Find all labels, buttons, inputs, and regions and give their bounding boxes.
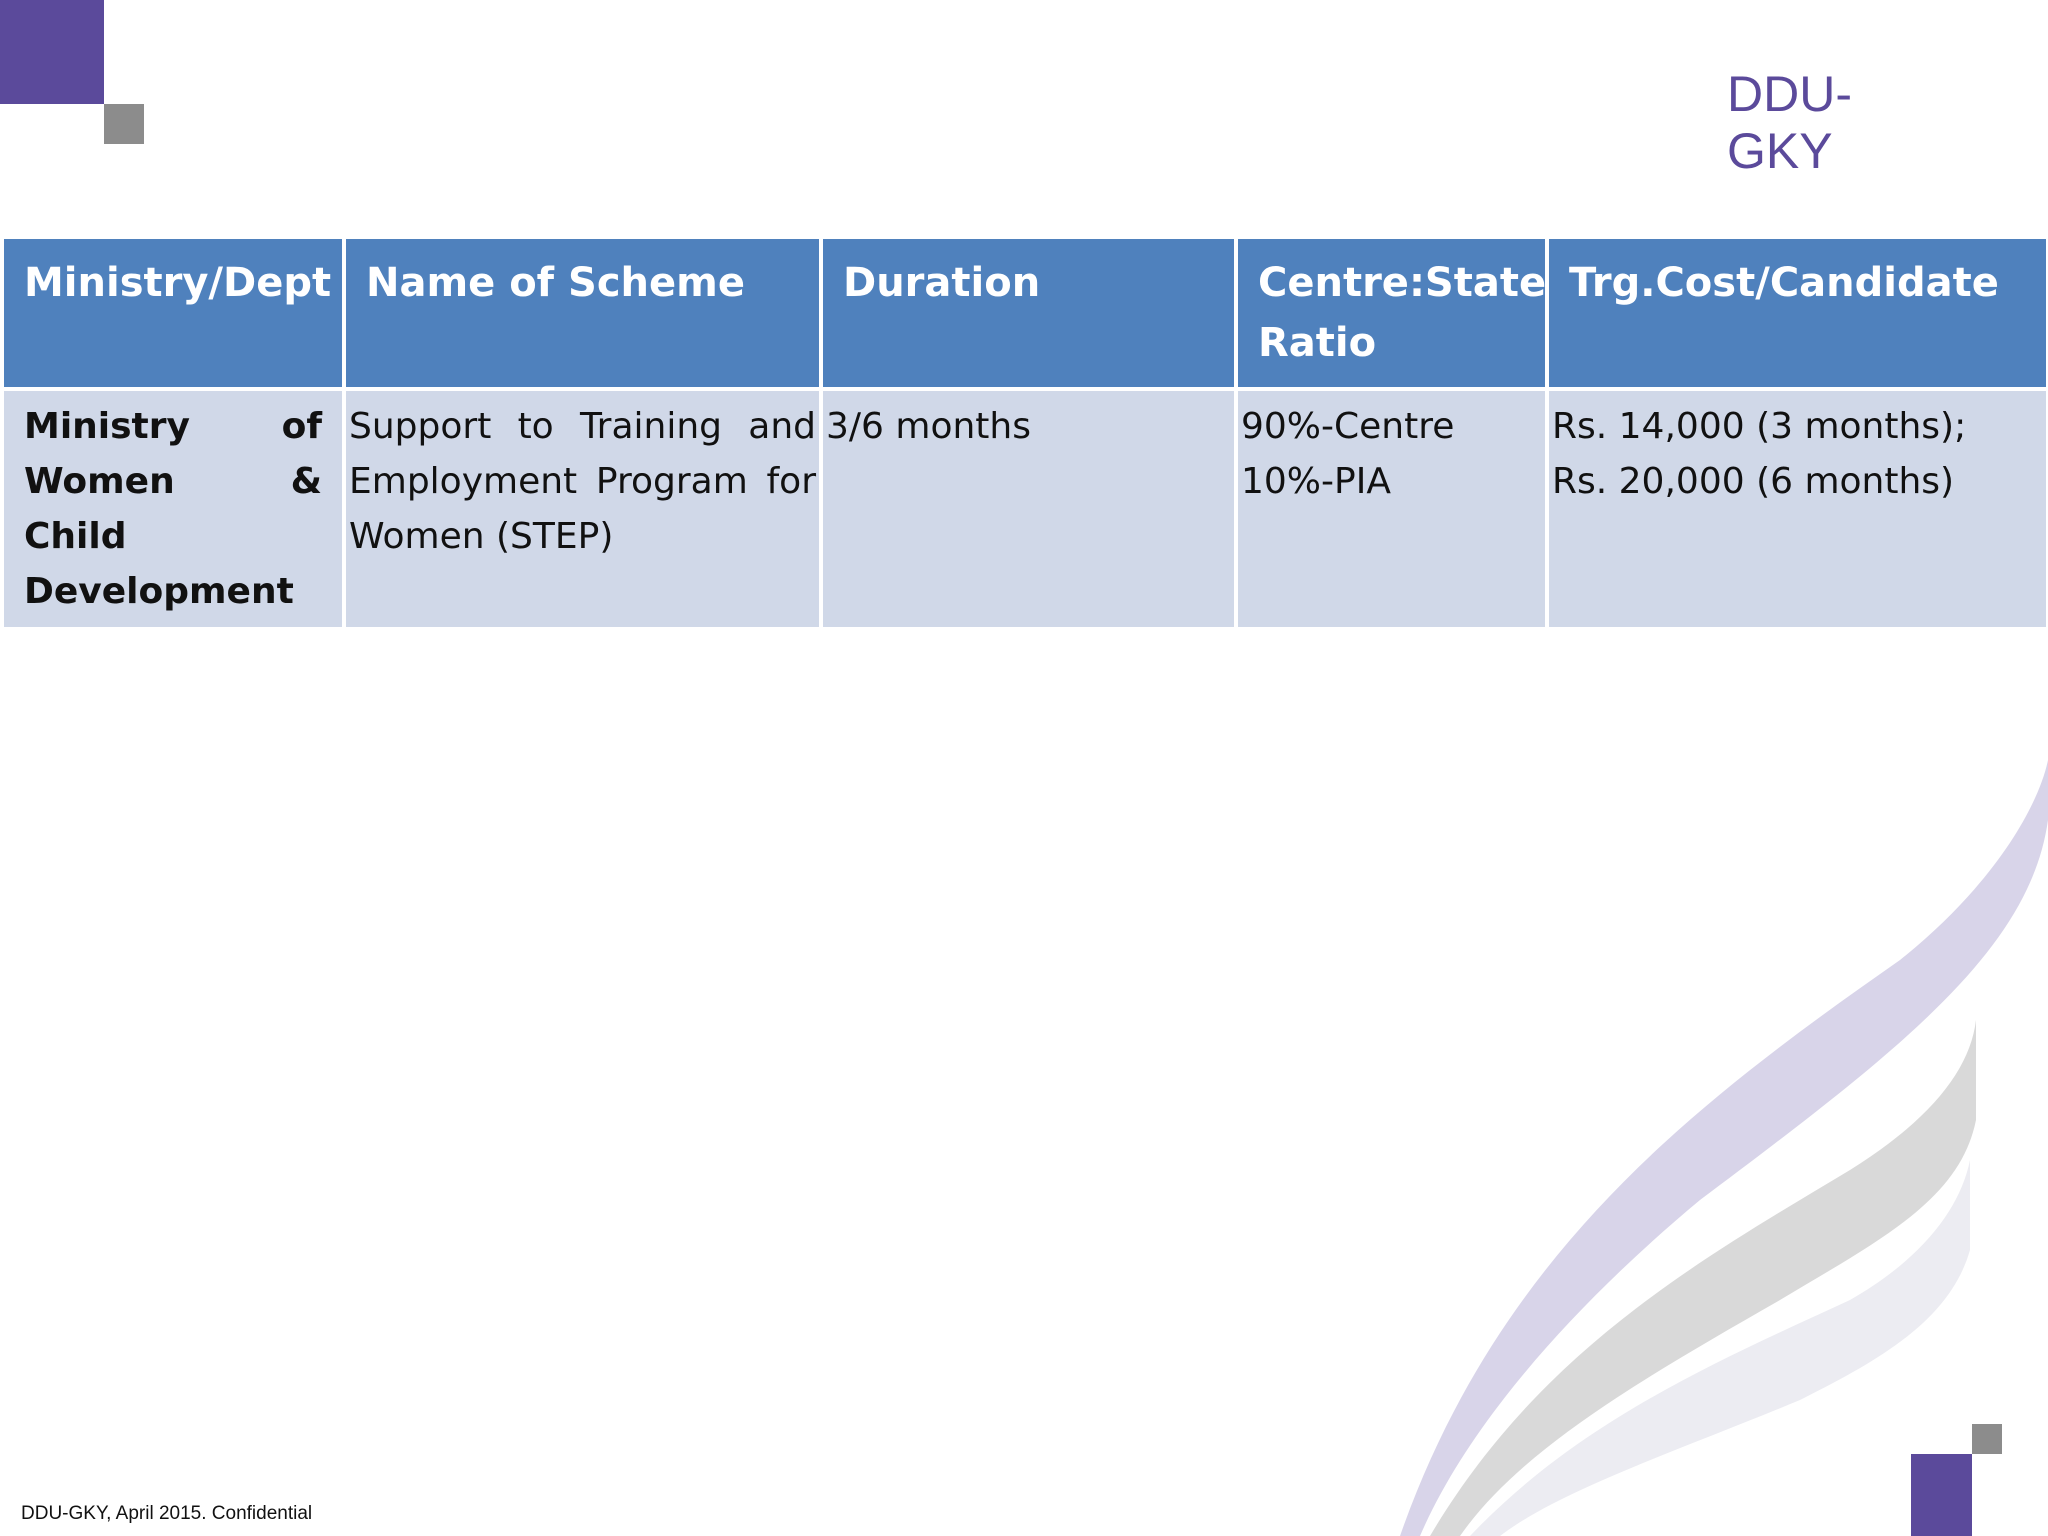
table-body: Ministry of Women & Child Development Sup… bbox=[0, 387, 2048, 631]
logo-text: DDU-GKY bbox=[1727, 66, 1852, 179]
swoosh bbox=[1430, 1020, 1976, 1536]
column-header: Duration bbox=[819, 235, 1238, 391]
table-row: Ministry of Women & Child Development Sup… bbox=[0, 387, 2048, 631]
column-header: Name of Scheme bbox=[342, 235, 823, 391]
swoosh bbox=[1470, 1160, 1970, 1536]
cell-line: Rs. 14,000 (3 months); bbox=[1552, 406, 1967, 447]
column-header: Trg.Cost/Candidate bbox=[1545, 235, 2048, 391]
cell-line: Rs. 20,000 (6 months) bbox=[1552, 461, 1955, 502]
header-row: Ministry/Dept Name of Scheme Duration Centr… bbox=[0, 235, 2048, 391]
column-header: Centre:State Ratio bbox=[1234, 235, 1549, 391]
table-cell: Support to Training and Employment Progr… bbox=[342, 387, 823, 631]
swoosh bbox=[1400, 760, 2048, 1536]
cell-line: 10%-PIA bbox=[1241, 461, 1391, 502]
corner-square bbox=[1911, 1454, 1972, 1536]
table-cell: Ministry of Women & Child Development bbox=[0, 387, 346, 631]
footer: DDU-GKY, April 2015. Confidential bbox=[21, 1503, 313, 1524]
scheme-table: Ministry/Dept Name of Scheme Duration Centr… bbox=[0, 235, 2048, 631]
table-cell: 90%-Centre 10%-PIA bbox=[1234, 387, 1549, 631]
corner-square bbox=[104, 104, 144, 144]
table-cell: 3/6 months bbox=[819, 387, 1238, 631]
corner-square bbox=[1972, 1424, 2002, 1454]
cell-line: 90%-Centre bbox=[1241, 406, 1455, 447]
corner-square bbox=[0, 0, 104, 104]
column-header: Ministry/Dept bbox=[0, 235, 346, 391]
table-cell: Rs. 14,000 (3 months); Rs. 20,000 (6 mont… bbox=[1545, 387, 2048, 631]
